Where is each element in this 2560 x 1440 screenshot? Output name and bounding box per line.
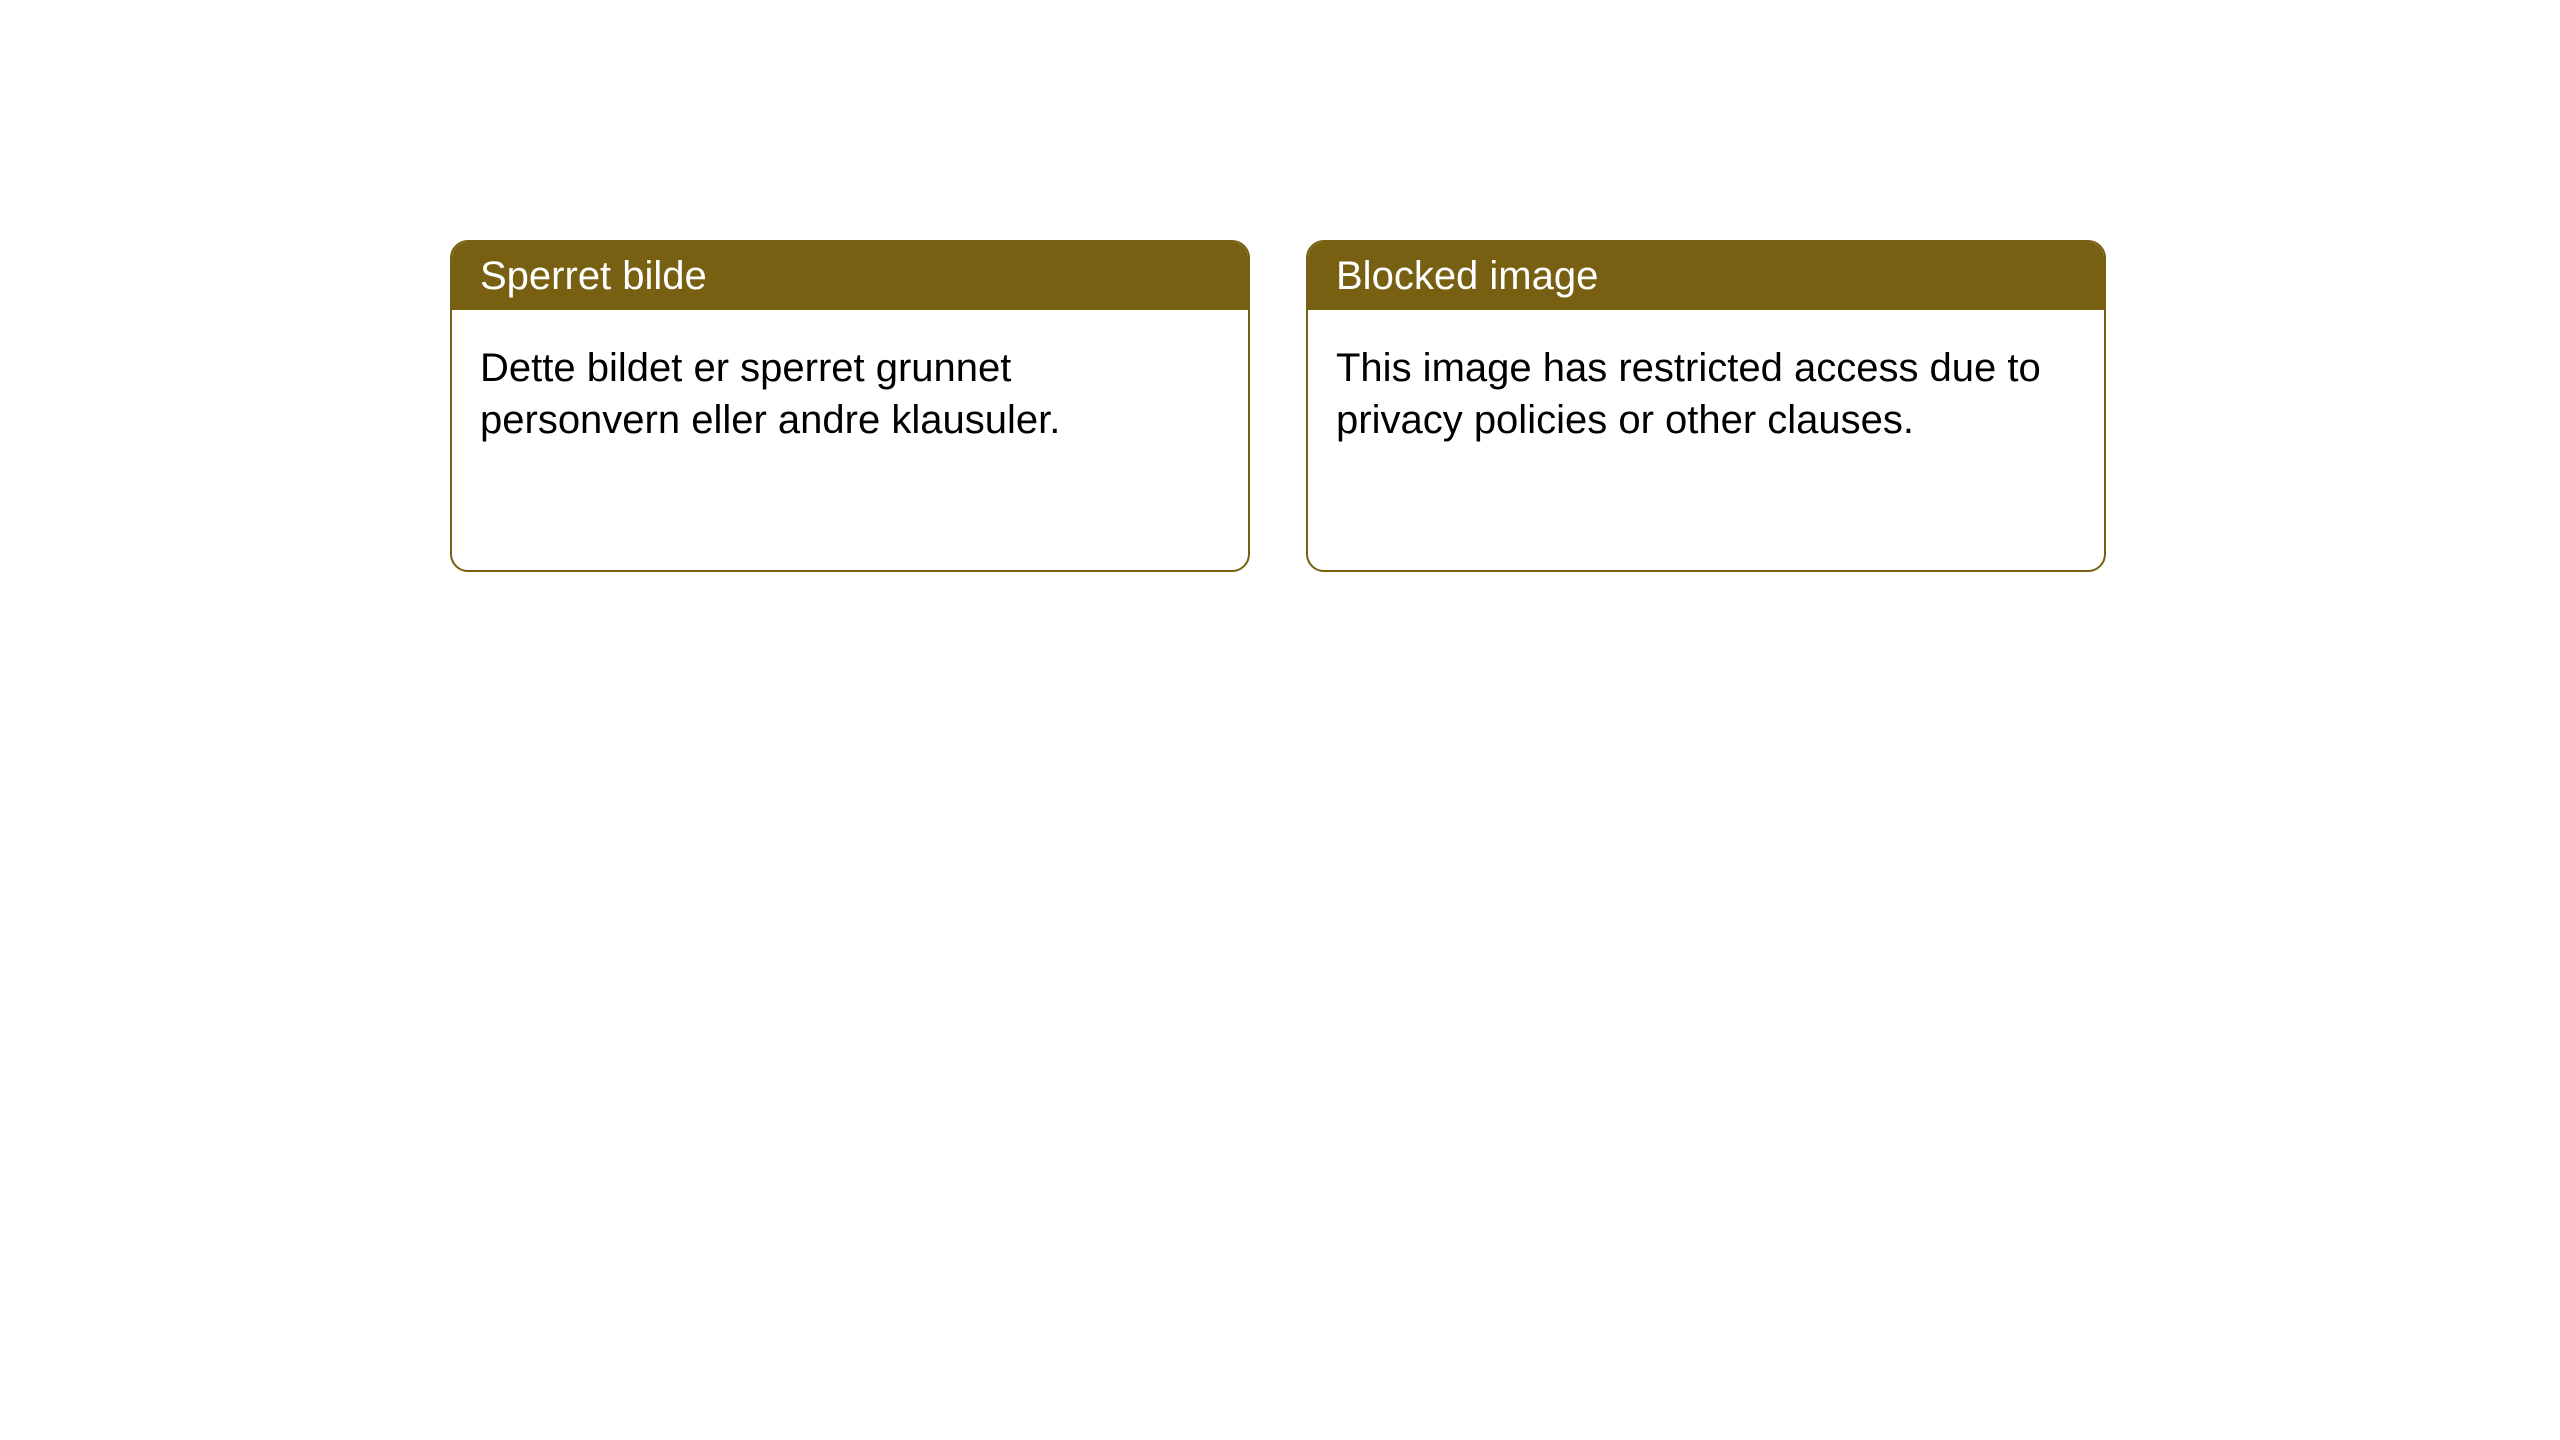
notice-card-english: Blocked image This image has restricted … (1306, 240, 2106, 572)
notice-title: Blocked image (1308, 242, 2104, 310)
notice-title: Sperret bilde (452, 242, 1248, 310)
notice-container: Sperret bilde Dette bildet er sperret gr… (450, 240, 2106, 572)
notice-body-text: Dette bildet er sperret grunnet personve… (452, 310, 1248, 478)
notice-card-norwegian: Sperret bilde Dette bildet er sperret gr… (450, 240, 1250, 572)
notice-body-text: This image has restricted access due to … (1308, 310, 2104, 478)
